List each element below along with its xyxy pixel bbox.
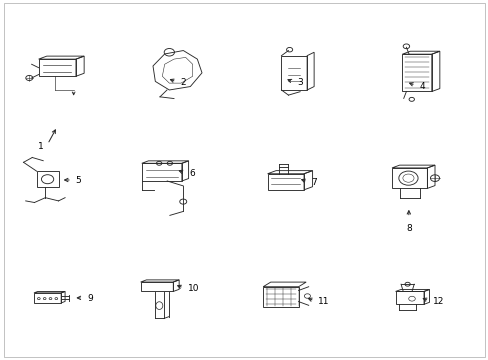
Text: 8: 8 [406, 224, 411, 233]
Text: 10: 10 [187, 284, 199, 293]
Text: 7: 7 [311, 178, 317, 187]
Text: 5: 5 [76, 176, 81, 185]
Text: 11: 11 [318, 297, 329, 306]
Text: 12: 12 [432, 297, 444, 306]
Text: 3: 3 [296, 78, 302, 87]
Text: 1: 1 [38, 141, 43, 150]
Text: 4: 4 [419, 82, 424, 91]
Text: 6: 6 [189, 169, 194, 178]
Text: 9: 9 [87, 294, 93, 303]
Text: 2: 2 [180, 78, 185, 87]
